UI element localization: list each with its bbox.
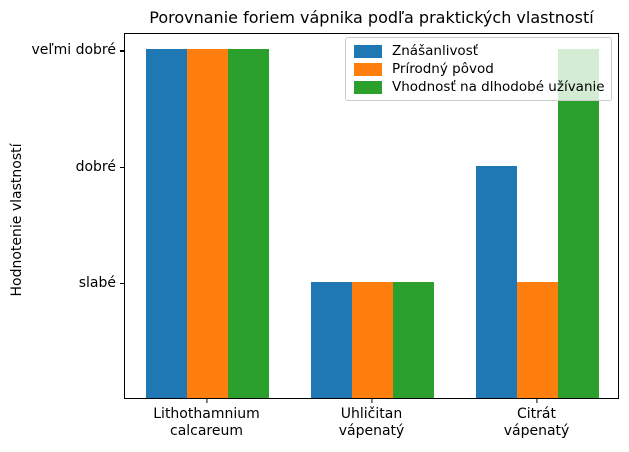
y-tick-label: slabé <box>78 274 116 291</box>
legend: Znášanlivosť Prírodný pôvod Vhodnosť na dl… <box>345 37 612 101</box>
y-tick-mark <box>120 282 124 284</box>
x-tick-mark <box>370 399 373 403</box>
x-tick-mark <box>535 399 538 403</box>
y-tick-label: veľmi dobré <box>31 42 116 59</box>
x-tick-mark <box>205 399 208 403</box>
legend-label: Znášanlivosť <box>392 43 479 59</box>
legend-swatch <box>354 62 382 76</box>
bar <box>558 49 600 398</box>
bar <box>228 49 270 398</box>
legend-swatch <box>354 44 382 58</box>
legend-item: Vhodnosť na dlhodobé užívanie <box>354 79 605 95</box>
bar <box>475 165 517 398</box>
chart-title: Porovnanie foriem vápnika podľa praktick… <box>149 8 594 27</box>
legend-swatch <box>354 80 382 94</box>
bar <box>516 281 559 398</box>
legend-item: Znášanlivosť <box>354 43 603 59</box>
x-tick-label: Lithothamnium calcareum <box>153 406 260 439</box>
legend-item: Prírodný pôvod <box>354 61 603 77</box>
y-tick-mark <box>120 166 124 168</box>
bar <box>393 281 435 398</box>
legend-label: Vhodnosť na dlhodobé užívanie <box>392 79 605 95</box>
bar <box>351 281 394 398</box>
y-tick-mark <box>120 50 124 52</box>
bar <box>186 49 229 398</box>
legend-label: Prírodný pôvod <box>392 61 494 77</box>
x-tick-label: Citrát vápenatý <box>503 406 570 439</box>
y-tick-label: dobré <box>75 158 116 175</box>
bar <box>310 281 352 398</box>
bar <box>145 49 187 398</box>
x-tick-label: Uhličitan vápenatý <box>338 406 405 439</box>
